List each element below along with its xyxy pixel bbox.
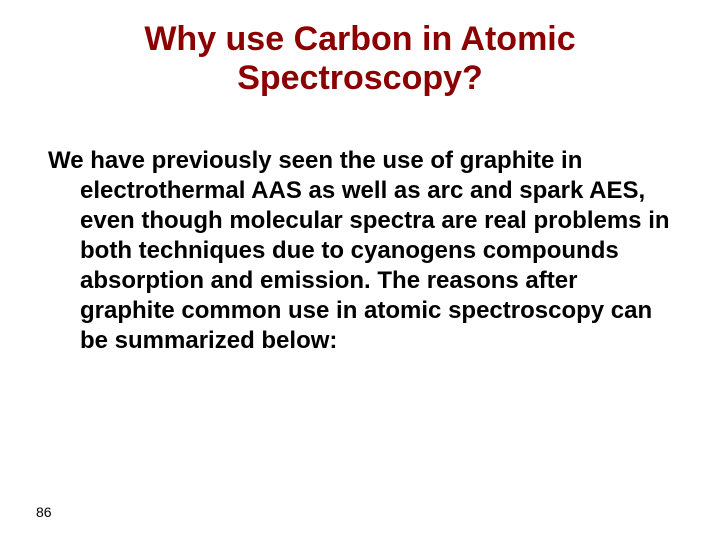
slide-title: Why use Carbon in Atomic Spectroscopy? [48, 20, 672, 98]
page-number: 86 [36, 504, 52, 520]
slide-body-text: We have previously seen the use of graph… [80, 146, 672, 356]
slide-container: Why use Carbon in Atomic Spectroscopy? W… [0, 0, 720, 540]
